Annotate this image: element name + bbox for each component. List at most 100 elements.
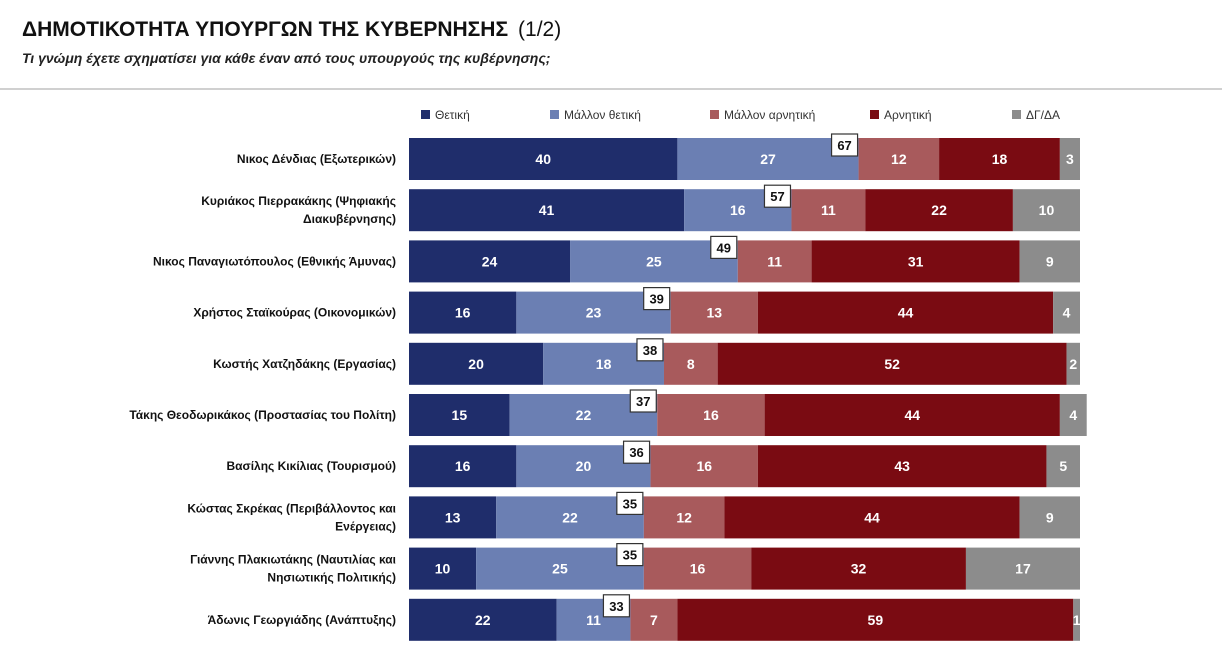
bar-segment-9-4 (1073, 598, 1080, 641)
category-label-3: Χρήστος Σταϊκούρας (Οικονομικών) (193, 306, 396, 320)
positive-total-label-9: 33 (609, 599, 623, 614)
header-divider (0, 88, 1222, 90)
bar-value-4-2: 8 (687, 356, 695, 372)
positive-total-label-6: 36 (629, 445, 643, 460)
bar-value-6-4: 5 (1059, 458, 1067, 474)
positive-total-label-3: 39 (649, 292, 663, 307)
bar-segment-8-3 (751, 547, 966, 590)
bar-segment-1-3 (865, 189, 1013, 232)
bar-segment-7-4 (1019, 496, 1080, 539)
bar-segment-6-4 (1046, 445, 1080, 488)
category-label-7-0: Κώστας Σκρέκας (Περιβάλλοντος και (187, 501, 396, 515)
chart-title-suffix: (1/2) (518, 18, 562, 41)
bar-segment-6-0 (409, 445, 517, 488)
bar-value-3-0: 16 (455, 305, 471, 321)
legend-swatch-4 (1012, 110, 1021, 119)
category-label-7-1: Ενέργειας) (335, 519, 396, 533)
category-label-1-0: Κυριάκος Πιερρακάκης (Ψηφιακής (201, 194, 396, 208)
bar-value-8-3: 32 (851, 561, 867, 577)
bar-value-0-4: 3 (1066, 151, 1074, 167)
positive-total-label-2: 49 (717, 240, 731, 255)
bar-segment-0-4 (1059, 138, 1080, 180)
bar-segment-5-0 (409, 394, 510, 436)
bar-segment-4-4 (1066, 342, 1080, 385)
bar-segment-9-0 (409, 598, 557, 641)
bar-value-7-2: 12 (676, 509, 692, 525)
bar-value-2-2: 11 (767, 253, 782, 269)
category-label-8-0: Γιάννης Πλακιωτάκης (Ναυτιλίας και (190, 553, 396, 567)
bar-value-1-2: 11 (821, 202, 836, 218)
bar-segment-8-4 (965, 547, 1080, 590)
positive-total-label-0: 67 (837, 138, 851, 153)
bar-value-2-0: 24 (482, 253, 498, 269)
positive-total-box-4 (636, 338, 664, 362)
bar-segment-2-1 (570, 240, 738, 283)
bar-value-9-1: 11 (586, 612, 601, 628)
bar-value-5-0: 15 (452, 407, 468, 423)
legend-swatch-1 (550, 110, 559, 119)
bar-value-9-2: 7 (650, 612, 658, 628)
bar-segment-7-0 (409, 496, 497, 539)
bar-value-4-3: 52 (884, 356, 900, 372)
chart-subtitle: Τι γνώμη έχετε σχηματίσει για κάθε έναν … (22, 50, 551, 66)
bar-segment-5-2 (657, 394, 765, 436)
legend-label-4: ΔΓ/ΔΑ (1026, 108, 1060, 122)
positive-total-label-4: 38 (643, 343, 657, 358)
positive-total-box-2 (710, 235, 738, 259)
bar-value-5-3: 44 (904, 407, 920, 423)
bar-value-5-1: 22 (576, 407, 592, 423)
bar-value-9-0: 22 (475, 612, 491, 628)
positive-total-box-3 (643, 287, 671, 311)
bar-value-2-4: 9 (1046, 253, 1054, 269)
bar-segment-8-2 (643, 547, 752, 590)
bar-segment-2-4 (1019, 240, 1080, 283)
bar-segment-7-3 (724, 496, 1020, 539)
bar-segment-6-3 (757, 445, 1047, 488)
bar-value-7-1: 22 (562, 509, 578, 525)
bar-segment-5-4 (1059, 394, 1087, 436)
bar-segment-2-3 (811, 240, 1020, 283)
bar-value-3-2: 13 (707, 305, 723, 321)
bar-segment-4-3 (717, 342, 1067, 385)
legend-swatch-3 (870, 110, 879, 119)
bar-value-5-2: 16 (703, 407, 719, 423)
bar-value-4-1: 18 (596, 356, 612, 372)
positive-total-box-5 (629, 389, 657, 413)
bar-value-6-1: 20 (576, 458, 592, 474)
bar-segment-1-2 (791, 189, 866, 232)
bar-segment-0-2 (858, 138, 940, 180)
bar-segment-0-1 (677, 138, 859, 180)
legend-swatch-2 (710, 110, 719, 119)
bar-segment-0-0 (409, 138, 678, 180)
bar-value-6-0: 16 (455, 458, 471, 474)
positive-total-label-8: 35 (623, 548, 637, 563)
bar-segment-9-2 (630, 598, 678, 641)
bar-value-3-4: 4 (1063, 305, 1071, 321)
bar-value-8-4: 17 (1015, 561, 1031, 577)
bar-segment-1-0 (409, 189, 685, 232)
bar-segment-4-0 (409, 342, 544, 385)
bar-segment-6-2 (650, 445, 758, 488)
bar-segment-7-2 (643, 496, 725, 539)
bar-value-1-4: 10 (1039, 202, 1055, 218)
category-label-0: Νικος Δένδιας (Εξωτερικών) (237, 152, 396, 166)
bar-value-1-3: 22 (931, 202, 947, 218)
bar-segment-3-2 (670, 291, 758, 334)
bar-value-6-2: 16 (696, 458, 712, 474)
positive-total-box-9 (602, 594, 631, 618)
chart-title: ΔΗΜΟΤΙΚΟΤΗΤΑ ΥΠΟΥΡΓΩΝ ΤΗΣ ΚΥΒΕΡΝΗΣΗΣ (1/2… (22, 18, 561, 42)
bar-value-0-3: 18 (992, 151, 1008, 167)
bar-value-6-3: 43 (894, 458, 910, 474)
bar-value-7-0: 13 (445, 509, 461, 525)
bar-segment-3-3 (757, 291, 1054, 334)
bar-value-2-1: 25 (646, 253, 662, 269)
category-label-9: Άδωνις Γεωργιάδης (Ανάπτυξης) (208, 613, 396, 627)
bar-segment-3-4 (1053, 291, 1080, 334)
legend-label-2: Μάλλον αρνητική (724, 108, 815, 122)
bar-value-4-4: 2 (1069, 356, 1077, 372)
positive-total-box-1 (763, 184, 792, 208)
bar-value-7-4: 9 (1046, 509, 1054, 525)
category-label-5: Τάκης Θεοδωρικάκος (Προστασίας του Πολίτ… (129, 408, 396, 422)
category-label-4: Κωστής Χατζηδάκης (Εργασίας) (213, 357, 396, 371)
positive-total-label-7: 35 (623, 496, 637, 511)
